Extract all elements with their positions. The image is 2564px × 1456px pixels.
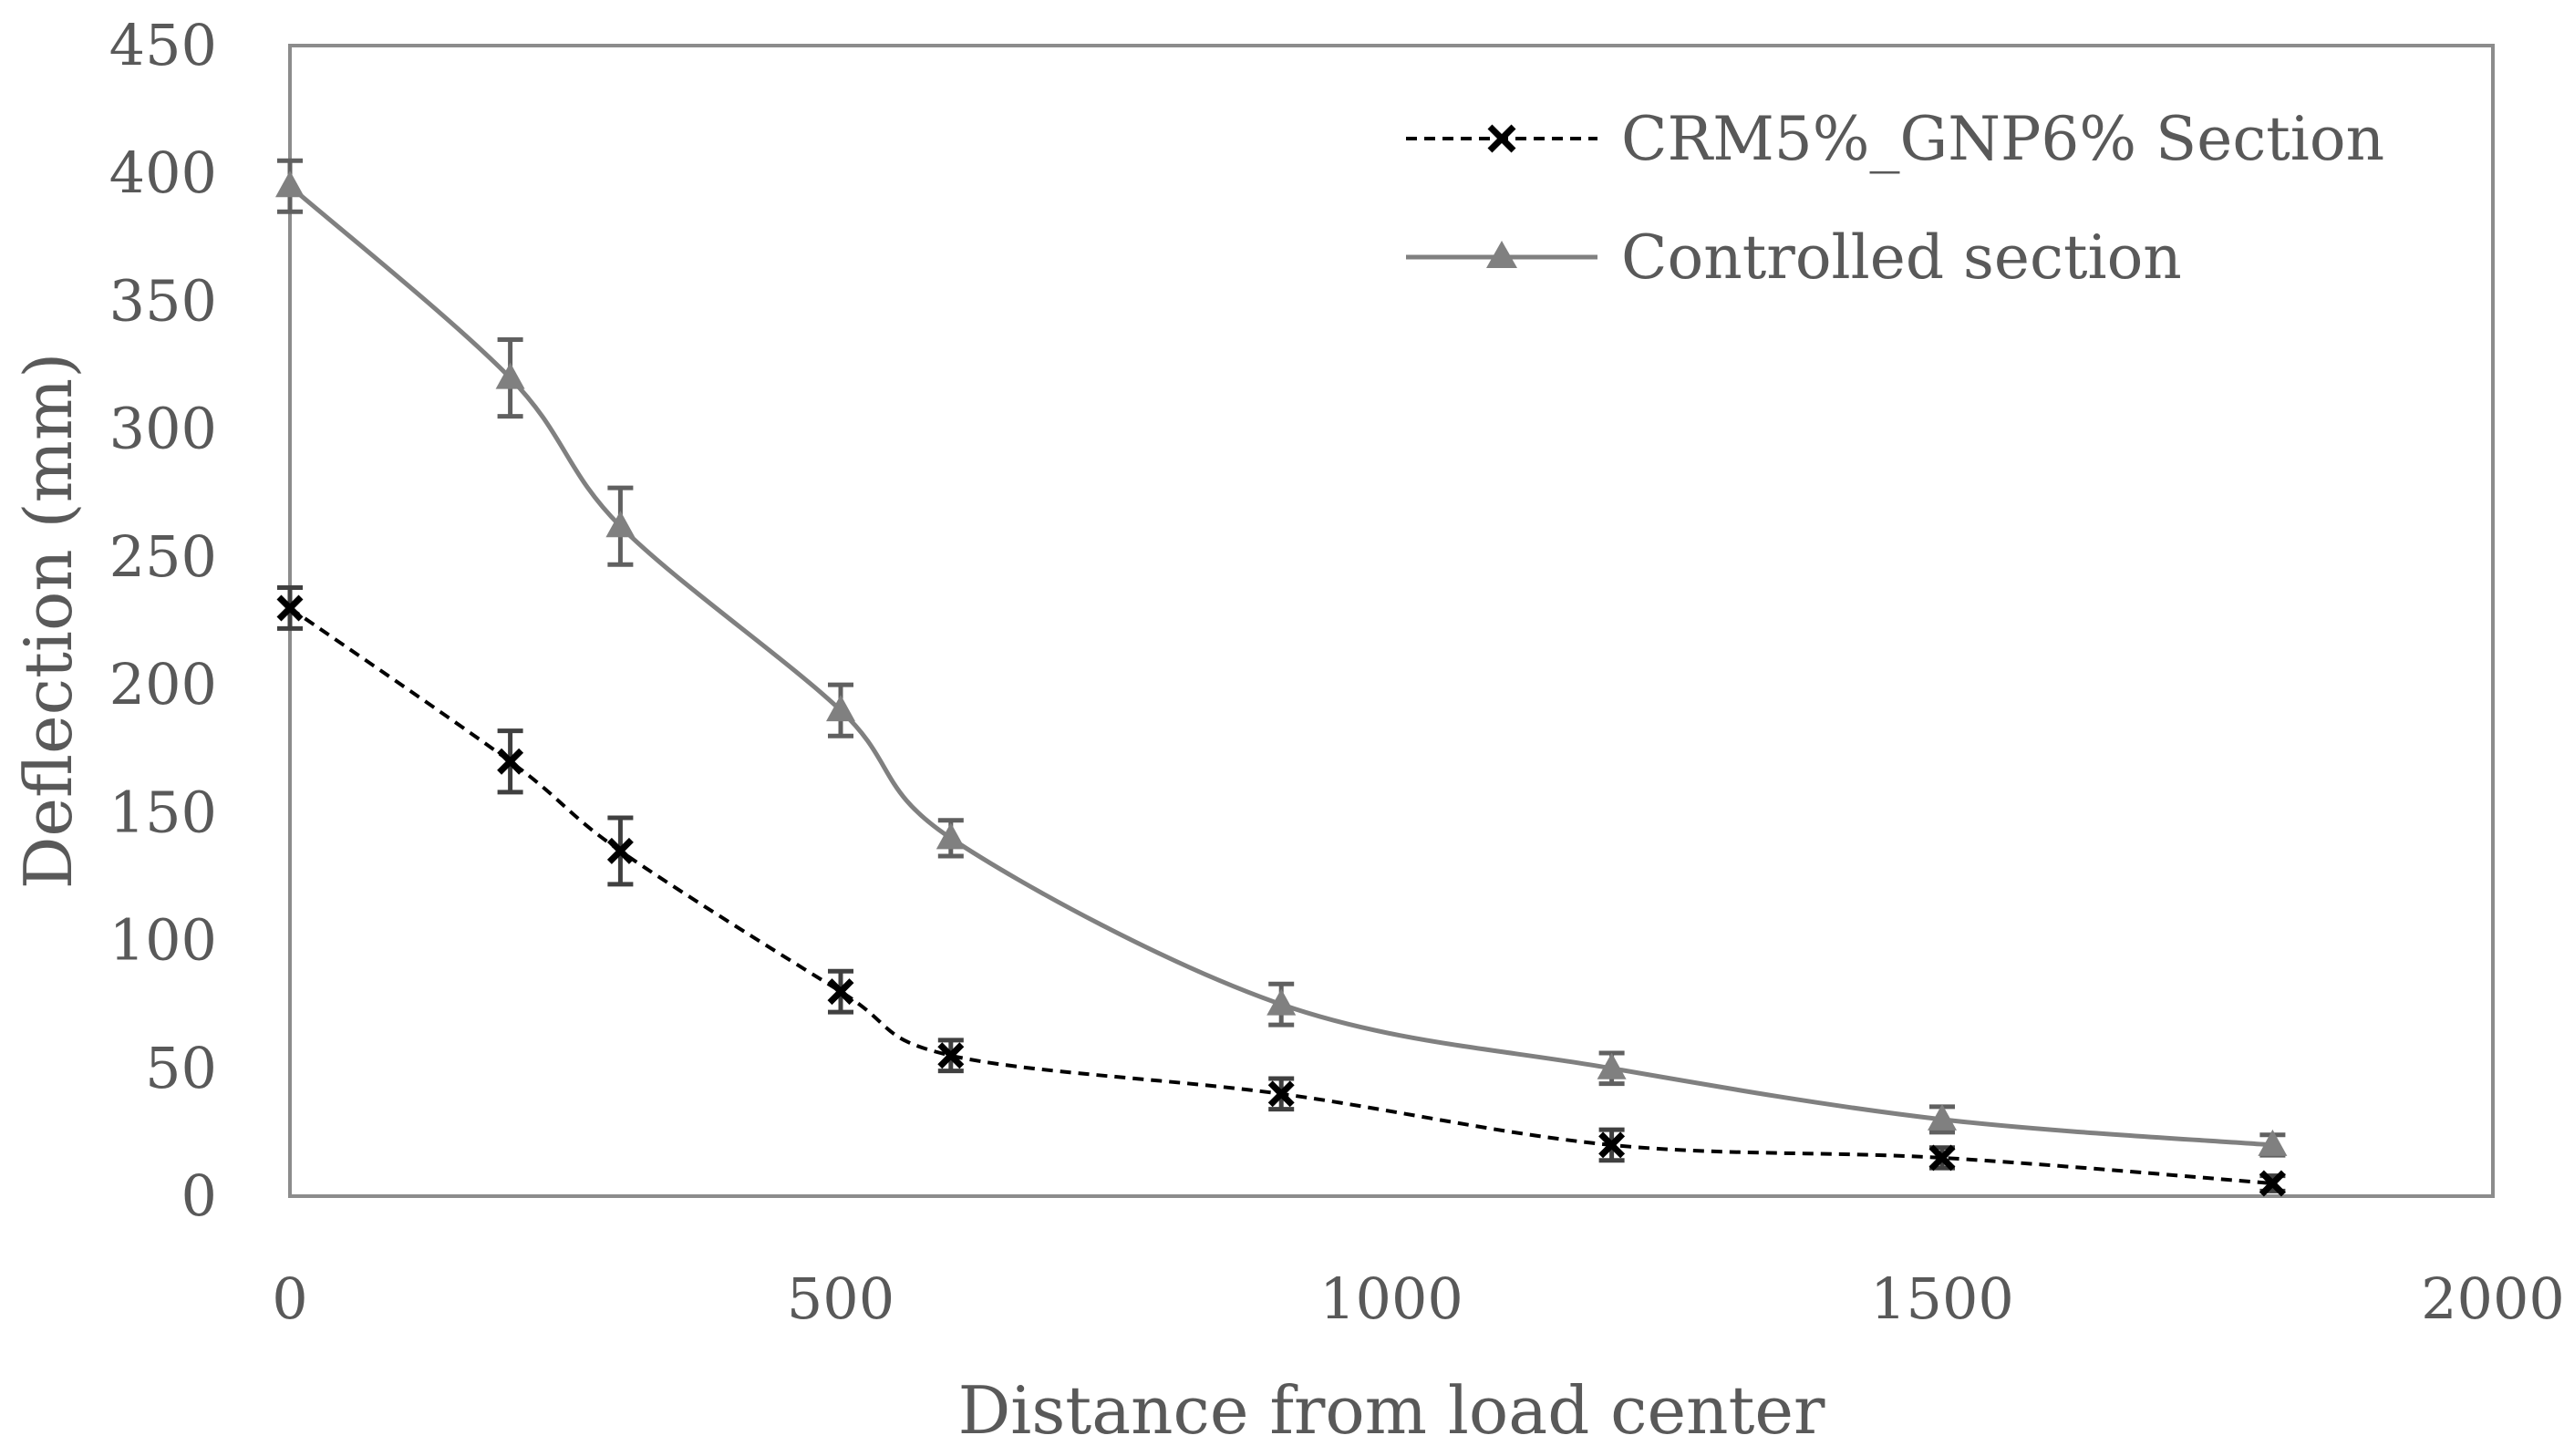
data-point-controlled: [1928, 1103, 1957, 1131]
data-point-controlled: [275, 170, 305, 198]
data-point-crm: [827, 978, 854, 1006]
legend-marker-crm: [1487, 124, 1516, 153]
y-tick-label: 200: [109, 651, 217, 718]
data-point-crm: [606, 837, 634, 864]
y-tick-label: 350: [109, 267, 217, 334]
data-point-crm: [937, 1042, 965, 1069]
y-tick-label: 0: [181, 1162, 217, 1229]
data-point-controlled: [2258, 1129, 2288, 1156]
series-line-controlled: [288, 184, 2273, 1148]
data-point-crm: [1267, 1080, 1295, 1108]
data-point-controlled: [495, 362, 525, 389]
y-tick-label: 300: [109, 396, 217, 462]
x-axis-title: Distance from load center: [958, 1372, 1825, 1449]
x-tick-label: 0: [272, 1265, 307, 1332]
series-layer: [275, 158, 2288, 1197]
data-point-crm: [1598, 1131, 1626, 1159]
x-tick-label: 1500: [1870, 1265, 2014, 1332]
y-tick-label: 400: [109, 139, 217, 206]
x-tick-label: 500: [787, 1265, 894, 1332]
legend-label-controlled: Controlled section: [1621, 222, 2182, 293]
x-tick-label: 2000: [2421, 1265, 2564, 1332]
series-crm: [276, 585, 2286, 1197]
plot-area: [288, 44, 2495, 1198]
data-point-controlled: [605, 511, 636, 538]
x-axis-ticks: 0 500 1000 1500 2000: [272, 1265, 2564, 1332]
x-tick-label: 1000: [1319, 1265, 1463, 1332]
y-tick-label: 150: [109, 779, 217, 845]
data-point-crm: [2259, 1170, 2286, 1197]
legend: CRM5%_GNP6% Section Controlled section: [1406, 104, 2384, 293]
y-tick-label: 250: [109, 523, 217, 590]
y-tick-label: 100: [109, 907, 217, 974]
legend-marker-controlled: [1486, 241, 1517, 268]
data-point-controlled: [1266, 988, 1297, 1016]
series-controlled: [275, 158, 2288, 1158]
data-point-crm: [276, 594, 304, 622]
series-line-crm: [288, 606, 2273, 1185]
data-point-crm: [1928, 1144, 1956, 1172]
legend-label-crm: CRM5%_GNP6% Section: [1621, 104, 2384, 174]
y-tick-label: 450: [109, 12, 217, 78]
data-point-controlled: [826, 695, 855, 722]
data-point-controlled: [1597, 1052, 1627, 1079]
y-axis-title: Deflection (mm): [10, 353, 87, 890]
y-axis-ticks: 0 50 100 150 200 250 300 350 400 450: [109, 12, 217, 1229]
y-tick-label: 50: [145, 1035, 217, 1101]
data-point-crm: [497, 748, 524, 775]
data-point-controlled: [936, 822, 966, 850]
